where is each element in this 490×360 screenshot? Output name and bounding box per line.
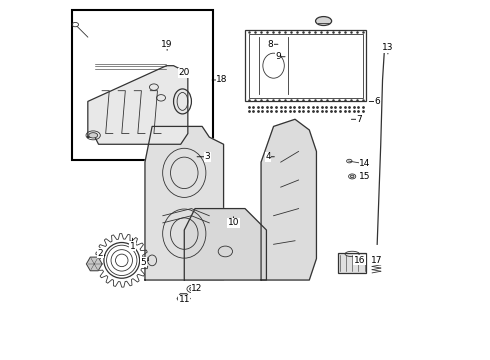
Polygon shape — [261, 119, 317, 280]
Ellipse shape — [350, 175, 354, 178]
Text: 16: 16 — [354, 256, 365, 265]
Text: 12: 12 — [191, 284, 202, 293]
Text: 20: 20 — [178, 68, 190, 77]
Ellipse shape — [383, 48, 388, 52]
Text: 8: 8 — [268, 40, 273, 49]
Text: 17: 17 — [371, 256, 383, 265]
Bar — [248, 33, 363, 98]
Text: 6: 6 — [374, 97, 380, 106]
Text: 9: 9 — [275, 52, 281, 61]
Polygon shape — [177, 294, 190, 303]
Ellipse shape — [316, 17, 332, 26]
Text: 14: 14 — [359, 159, 370, 168]
Text: 10: 10 — [228, 219, 239, 228]
Text: 11: 11 — [178, 295, 190, 304]
Text: 15: 15 — [359, 172, 370, 181]
Text: 19: 19 — [161, 40, 173, 49]
Text: 2: 2 — [98, 249, 103, 258]
Text: 7: 7 — [356, 115, 362, 124]
Bar — [338, 253, 367, 273]
Polygon shape — [184, 208, 267, 280]
Bar — [72, 10, 213, 160]
Text: 1: 1 — [129, 242, 135, 251]
Bar — [245, 30, 367, 102]
Text: 3: 3 — [205, 152, 210, 161]
Polygon shape — [145, 126, 223, 280]
Text: 13: 13 — [382, 43, 393, 52]
Polygon shape — [88, 66, 188, 144]
Text: 5: 5 — [140, 258, 146, 267]
Ellipse shape — [190, 287, 197, 291]
Text: 18: 18 — [216, 76, 227, 85]
Text: 4: 4 — [266, 152, 271, 161]
Ellipse shape — [89, 133, 98, 138]
Polygon shape — [86, 257, 102, 271]
